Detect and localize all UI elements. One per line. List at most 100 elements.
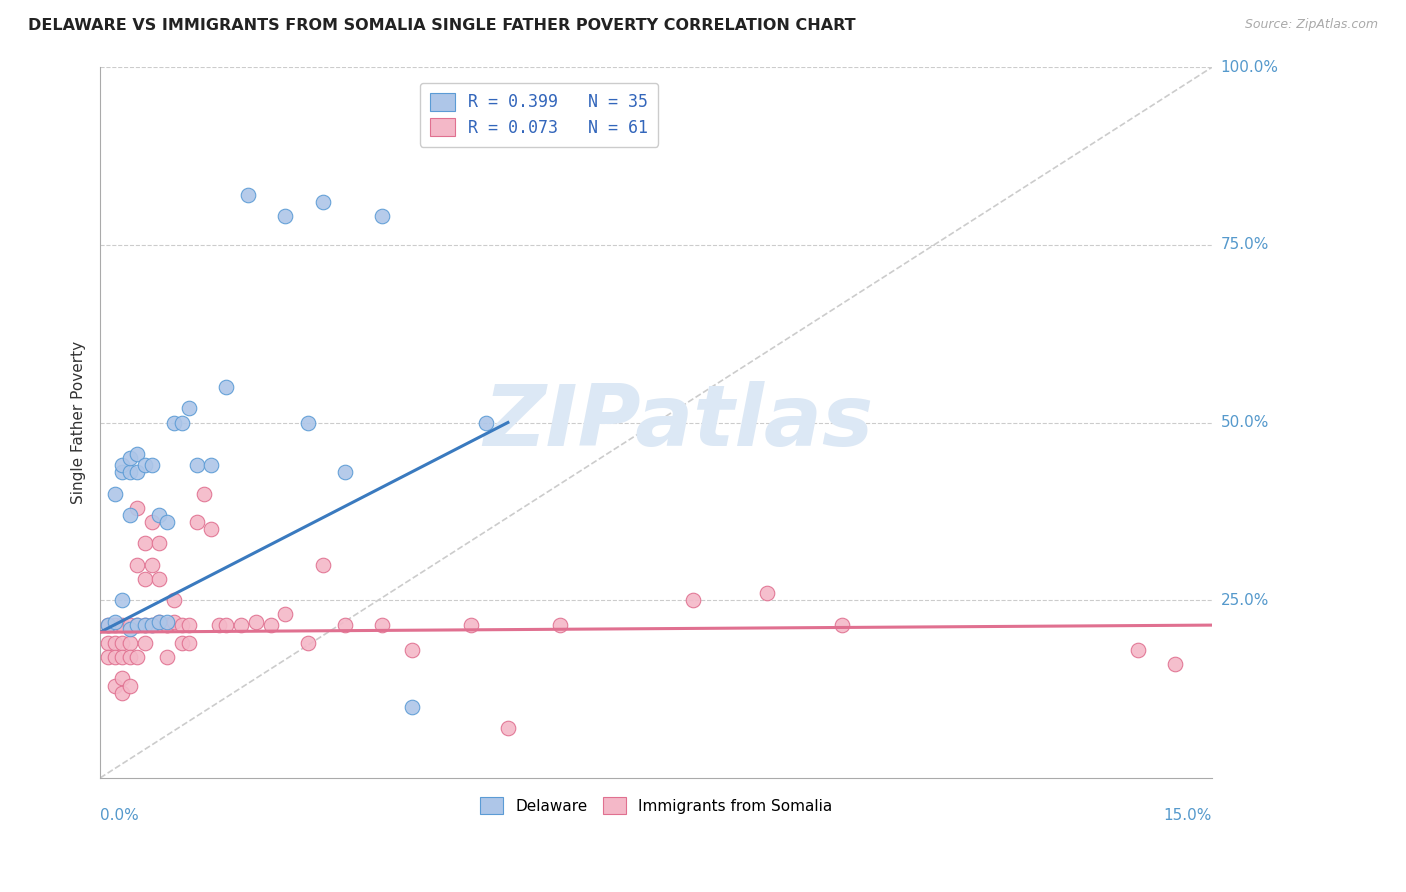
Point: [245, 615, 267, 629]
Point: [111, 636, 134, 650]
Point: [200, 522, 222, 536]
Point: [496, 721, 519, 735]
Point: [170, 636, 193, 650]
Point: [170, 618, 193, 632]
Text: Source: ZipAtlas.com: Source: ZipAtlas.com: [1244, 18, 1378, 31]
Point: [170, 416, 193, 430]
Text: 50.0%: 50.0%: [1220, 415, 1268, 430]
Point: [104, 636, 127, 650]
Point: [111, 593, 134, 607]
Text: 25.0%: 25.0%: [1220, 592, 1268, 607]
Point: [118, 622, 141, 636]
Point: [186, 515, 208, 529]
Point: [460, 618, 482, 632]
Point: [148, 536, 170, 550]
Point: [274, 607, 297, 622]
Point: [134, 618, 156, 632]
Point: [118, 650, 141, 665]
Point: [177, 636, 200, 650]
Point: [401, 643, 423, 657]
Point: [311, 195, 333, 210]
Point: [134, 618, 156, 632]
Point: [118, 508, 141, 522]
Point: [111, 672, 134, 686]
Point: [548, 618, 571, 632]
Point: [111, 465, 134, 479]
Point: [127, 618, 149, 632]
Point: [96, 618, 118, 632]
Point: [118, 465, 141, 479]
Point: [104, 618, 127, 632]
Point: [127, 618, 149, 632]
Point: [127, 650, 149, 665]
Point: [134, 536, 156, 550]
Y-axis label: Single Father Poverty: Single Father Poverty: [72, 341, 86, 504]
Point: [200, 458, 222, 472]
Point: [111, 650, 134, 665]
Point: [401, 699, 423, 714]
Point: [156, 650, 179, 665]
Point: [156, 615, 179, 629]
Point: [134, 636, 156, 650]
Text: 15.0%: 15.0%: [1164, 808, 1212, 823]
Point: [156, 618, 179, 632]
Point: [104, 679, 127, 693]
Point: [474, 416, 496, 430]
Point: [1126, 643, 1149, 657]
Point: [229, 618, 252, 632]
Point: [274, 210, 297, 224]
Point: [118, 618, 141, 632]
Point: [163, 593, 186, 607]
Point: [333, 618, 356, 632]
Text: 0.0%: 0.0%: [100, 808, 139, 823]
Text: ZIPatlas: ZIPatlas: [484, 381, 873, 464]
Point: [177, 618, 200, 632]
Point: [141, 618, 163, 632]
Point: [104, 615, 127, 629]
Point: [756, 586, 779, 600]
Legend: Delaware, Immigrants from Somalia: Delaware, Immigrants from Somalia: [474, 791, 838, 820]
Point: [186, 458, 208, 472]
Point: [96, 618, 118, 632]
Point: [259, 618, 281, 632]
Point: [148, 572, 170, 586]
Point: [141, 515, 163, 529]
Point: [96, 636, 118, 650]
Text: 75.0%: 75.0%: [1220, 237, 1268, 252]
Point: [127, 448, 149, 462]
Point: [141, 558, 163, 572]
Point: [134, 572, 156, 586]
Text: DELAWARE VS IMMIGRANTS FROM SOMALIA SINGLE FATHER POVERTY CORRELATION CHART: DELAWARE VS IMMIGRANTS FROM SOMALIA SING…: [28, 18, 856, 33]
Point: [297, 416, 319, 430]
Point: [127, 558, 149, 572]
Point: [127, 465, 149, 479]
Point: [127, 500, 149, 515]
Point: [682, 593, 704, 607]
Point: [311, 558, 333, 572]
Point: [118, 636, 141, 650]
Point: [215, 618, 238, 632]
Point: [371, 618, 394, 632]
Text: 100.0%: 100.0%: [1220, 60, 1278, 75]
Point: [148, 508, 170, 522]
Point: [156, 515, 179, 529]
Point: [831, 618, 853, 632]
Point: [118, 451, 141, 466]
Point: [148, 615, 170, 629]
Point: [111, 685, 134, 699]
Point: [141, 618, 163, 632]
Point: [208, 618, 231, 632]
Point: [297, 636, 319, 650]
Point: [333, 465, 356, 479]
Point: [104, 486, 127, 500]
Point: [371, 210, 394, 224]
Point: [215, 380, 238, 394]
Point: [104, 650, 127, 665]
Point: [193, 486, 215, 500]
Point: [148, 615, 170, 629]
Point: [111, 458, 134, 472]
Point: [163, 416, 186, 430]
Point: [96, 650, 118, 665]
Point: [156, 618, 179, 632]
Point: [134, 458, 156, 472]
